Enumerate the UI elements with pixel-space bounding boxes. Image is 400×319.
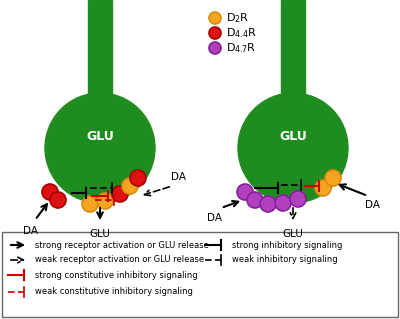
Text: DA: DA [170, 172, 186, 182]
Text: weak receptor activation or GLU release: weak receptor activation or GLU release [35, 256, 204, 264]
Text: strong receptor activation or GLU release: strong receptor activation or GLU releas… [35, 241, 209, 249]
Circle shape [45, 93, 155, 203]
Circle shape [130, 170, 146, 186]
Text: GLU: GLU [86, 130, 114, 143]
Circle shape [209, 12, 221, 24]
Circle shape [209, 27, 221, 39]
Circle shape [290, 191, 306, 207]
Circle shape [247, 192, 263, 208]
Circle shape [122, 178, 138, 194]
Text: DA: DA [208, 213, 222, 223]
Text: GLU: GLU [279, 130, 307, 143]
Circle shape [325, 170, 341, 186]
Text: GLU: GLU [90, 229, 110, 239]
Text: strong constitutive inhibitory signaling: strong constitutive inhibitory signaling [35, 271, 198, 279]
FancyBboxPatch shape [281, 0, 305, 107]
Text: GLU: GLU [282, 229, 304, 239]
Circle shape [237, 184, 253, 200]
Text: DA: DA [22, 226, 38, 236]
Circle shape [315, 180, 331, 196]
Circle shape [209, 42, 221, 54]
FancyBboxPatch shape [88, 0, 112, 107]
Circle shape [42, 184, 58, 200]
Circle shape [82, 196, 98, 212]
Circle shape [50, 192, 66, 208]
Circle shape [275, 195, 291, 211]
Text: D$_{4.4}$R: D$_{4.4}$R [226, 26, 257, 40]
Text: D$_{4.7}$R: D$_{4.7}$R [226, 41, 256, 55]
Text: DA: DA [366, 200, 380, 210]
Text: strong inhibitory signaling: strong inhibitory signaling [232, 241, 342, 249]
Text: D$_2$R: D$_2$R [226, 11, 249, 25]
Circle shape [97, 193, 113, 209]
Text: weak inhibitory signaling: weak inhibitory signaling [232, 256, 338, 264]
FancyBboxPatch shape [2, 232, 398, 317]
Circle shape [112, 186, 128, 202]
Text: weak constitutive inhibitory signaling: weak constitutive inhibitory signaling [35, 287, 193, 296]
Circle shape [260, 196, 276, 212]
Circle shape [238, 93, 348, 203]
